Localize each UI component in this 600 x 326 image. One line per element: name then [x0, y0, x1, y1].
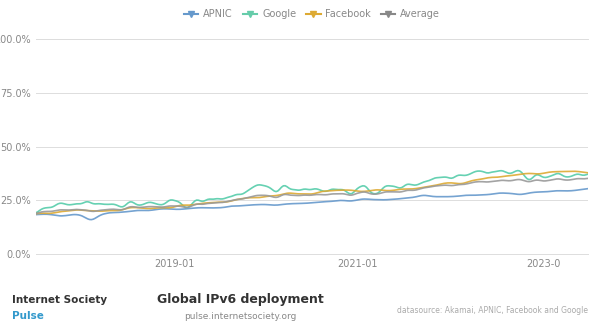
Text: Internet Society: Internet Society: [12, 295, 107, 305]
Text: Pulse: Pulse: [12, 311, 44, 321]
Text: datasource: Akamai, APNIC, Facebook and Google: datasource: Akamai, APNIC, Facebook and …: [397, 306, 588, 315]
Legend: APNIC, Google, Facebook, Average: APNIC, Google, Facebook, Average: [180, 5, 444, 23]
Text: pulse.internetsociety.org: pulse.internetsociety.org: [184, 313, 296, 321]
Text: Global IPv6 deployment: Global IPv6 deployment: [157, 293, 323, 306]
